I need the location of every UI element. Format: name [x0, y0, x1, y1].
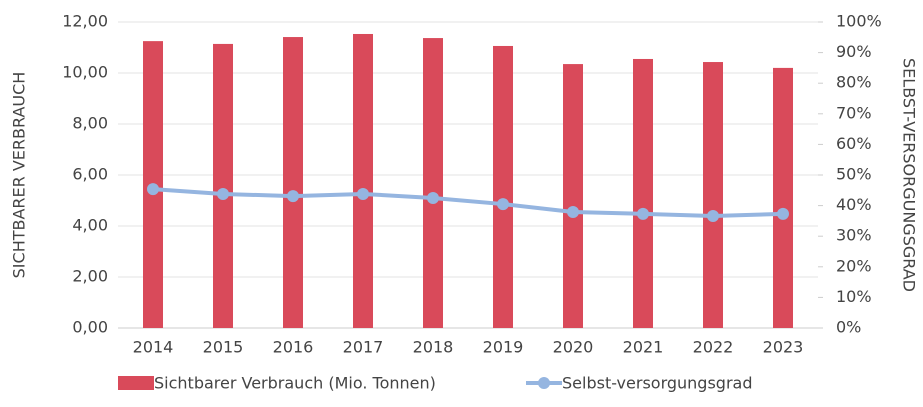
x-tick-label: 2018 [413, 338, 454, 357]
bar [703, 62, 723, 328]
x-tick-label: 2023 [763, 338, 804, 357]
y2-tick-label: 90% [836, 42, 872, 61]
legend-label: Sichtbarer Verbrauch (Mio. Tonnen) [154, 374, 436, 393]
y2-tick-label: 50% [836, 165, 872, 184]
bar [773, 67, 793, 329]
y-axis-title: SICHTBARER VERBRAUCH [10, 72, 29, 279]
y2-tick-label: 30% [836, 226, 872, 245]
point [357, 187, 369, 200]
legend-label: Selbst-versorgungsgrad [562, 374, 753, 393]
y2-tick-label: 10% [836, 287, 872, 306]
y2-axis-title: SELBST-VERSORGUNGSGRAD [900, 58, 919, 292]
bar [283, 37, 303, 329]
y-tick-label: 8,00 [72, 114, 108, 133]
point [147, 183, 159, 196]
y2-tick-label: 40% [836, 195, 872, 214]
point [707, 210, 719, 223]
x-tick-label: 2014 [133, 338, 174, 357]
y-tick-label: 10,00 [62, 63, 108, 82]
bar [353, 33, 373, 329]
y-tick-label: 12,00 [62, 12, 108, 31]
y2-tick-label: 60% [836, 134, 872, 153]
y-tick-label: 2,00 [72, 267, 108, 286]
x-tick-label: 2016 [273, 338, 314, 357]
y-tick-label: 4,00 [72, 216, 108, 235]
y2-tick-label: 70% [836, 103, 872, 122]
point [497, 198, 509, 211]
point [567, 206, 579, 219]
point [777, 207, 789, 220]
legend-swatch [538, 377, 550, 389]
point [637, 207, 649, 220]
bar [563, 64, 583, 328]
x-tick-label: 2020 [553, 338, 594, 357]
y2-tick-label: 20% [836, 256, 872, 275]
bar [423, 38, 443, 328]
point [427, 191, 439, 204]
line [152, 187, 784, 219]
point [217, 187, 229, 200]
x-tick-label: 2021 [623, 338, 664, 357]
y2-tick-label: 80% [836, 73, 872, 92]
y-tick-label: 0,00 [72, 318, 108, 337]
bar [213, 43, 233, 329]
bar [633, 58, 653, 328]
x-tick-label: 2015 [203, 338, 244, 357]
x-tick-label: 2019 [483, 338, 524, 357]
y2-tick-label: 100% [836, 12, 882, 31]
bar [493, 45, 513, 328]
y2-tick-label: 0% [836, 318, 861, 337]
x-tick-label: 2017 [343, 338, 384, 357]
y-tick-label: 6,00 [72, 165, 108, 184]
x-tick-label: 2022 [693, 338, 734, 357]
legend-swatch [118, 376, 154, 390]
point [287, 190, 299, 203]
